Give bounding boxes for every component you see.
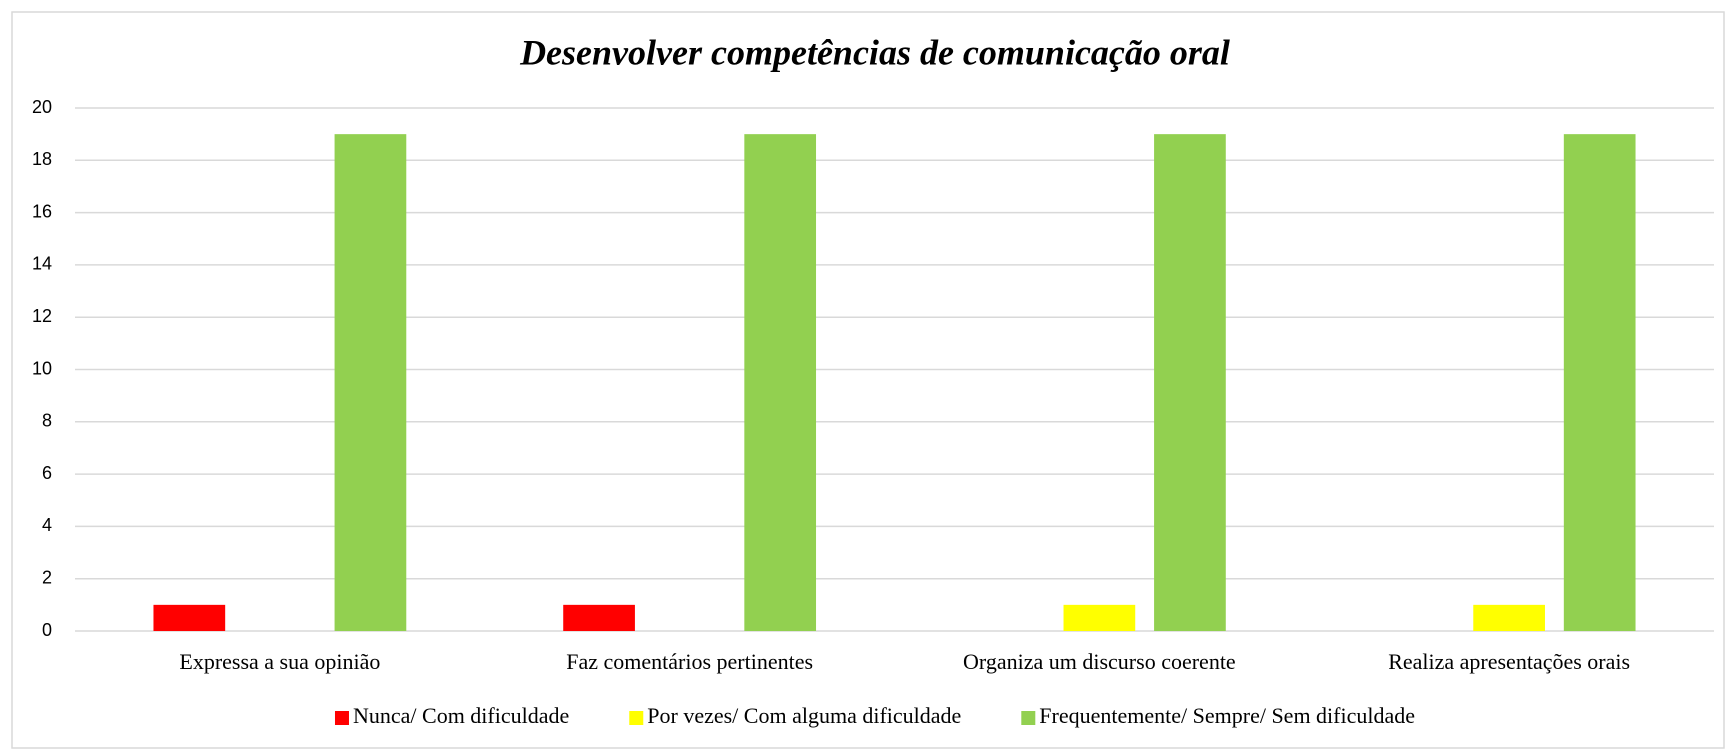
bar — [1063, 604, 1136, 631]
x-tick-label: Expressa a sua opinião — [179, 649, 380, 674]
x-tick-label: Faz comentários pertinentes — [566, 649, 813, 674]
legend-label: Por vezes/ Com alguma dificuldade — [647, 703, 961, 728]
y-tick-label: 20 — [32, 97, 52, 117]
legend-swatch — [1021, 711, 1036, 725]
y-tick-label: 14 — [32, 254, 52, 274]
bar — [1154, 134, 1226, 631]
bar — [1563, 134, 1636, 631]
y-tick-label: 10 — [32, 358, 52, 378]
x-tick-label: Realiza apresentações orais — [1388, 649, 1630, 674]
chart-title: Desenvolver competências de comunicação … — [519, 32, 1230, 72]
y-tick-label: 4 — [42, 515, 52, 535]
legend-swatch — [629, 711, 644, 725]
bar — [563, 604, 635, 631]
legend-label: Frequentemente/ Sempre/ Sem dificuldade — [1039, 703, 1415, 728]
legend-label: Nunca/ Com dificuldade — [353, 703, 569, 728]
y-tick-label: 12 — [32, 306, 52, 326]
chart-frame — [11, 11, 1725, 749]
y-tick-label: 16 — [32, 201, 52, 221]
y-tick-label: 8 — [42, 411, 52, 431]
legend-swatch — [334, 711, 349, 725]
bar — [153, 604, 226, 631]
y-tick-label: 6 — [42, 463, 52, 483]
y-tick-label: 18 — [32, 149, 52, 169]
bar — [334, 134, 407, 631]
bar — [1473, 604, 1545, 631]
bar — [744, 134, 817, 631]
x-tick-label: Organiza um discurso coerente — [963, 649, 1236, 674]
y-tick-label: 2 — [42, 567, 52, 587]
y-tick-label: 0 — [42, 620, 52, 640]
